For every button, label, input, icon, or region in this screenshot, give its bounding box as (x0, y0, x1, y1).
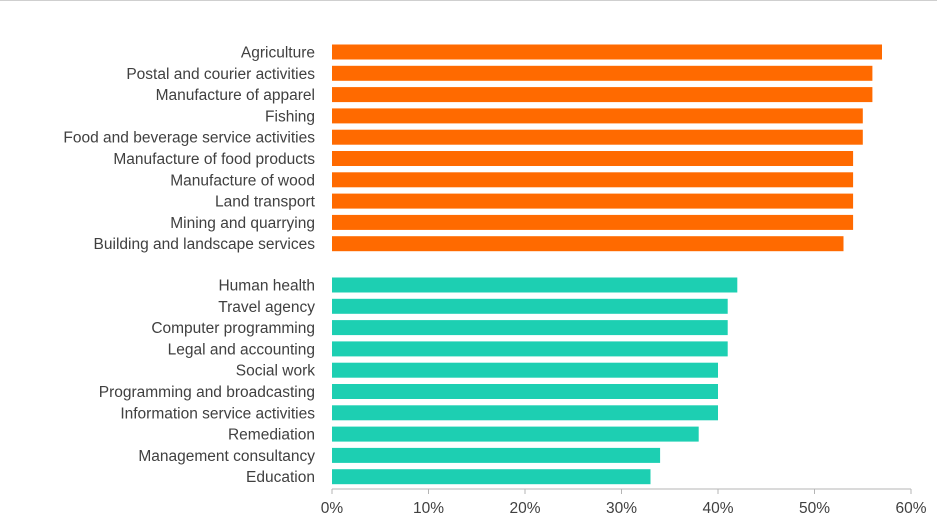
category-label: Building and landscape services (94, 236, 316, 253)
category-label: Agriculture (241, 45, 315, 62)
category-label: Fishing (265, 108, 315, 125)
category-label: Human health (218, 278, 315, 295)
bars-layer (332, 44, 882, 485)
x-tick-label: 60% (895, 500, 926, 517)
category-label: Food and beverage service activities (63, 130, 315, 147)
category-label: Education (246, 469, 315, 486)
bar (332, 65, 873, 81)
bar (332, 172, 854, 188)
category-label: Land transport (215, 194, 316, 211)
category-label: Social work (236, 363, 315, 380)
bar (332, 87, 873, 103)
category-label: Programming and broadcasting (99, 384, 315, 401)
bar (332, 405, 718, 421)
x-tick-label: 0% (321, 500, 344, 517)
category-label: Remediation (228, 427, 315, 444)
bar (332, 447, 661, 463)
x-tick-label: 20% (509, 500, 540, 517)
category-label: Computer programming (151, 320, 315, 337)
category-label: Manufacture of wood (170, 172, 315, 189)
x-tick-label: 10% (413, 500, 444, 517)
category-label: Mining and quarrying (170, 215, 315, 232)
category-label: Information service activities (120, 405, 315, 422)
bar (332, 298, 728, 314)
category-label: Management consultancy (138, 448, 315, 465)
category-label: Travel agency (218, 299, 315, 316)
bar (332, 362, 718, 378)
category-labels: Agriculture Postal and courier activities… (63, 45, 315, 487)
category-label: Manufacture of food products (113, 151, 315, 168)
bar (332, 151, 854, 166)
category-label: Postal and courier activities (126, 66, 315, 83)
bar (332, 108, 863, 124)
top-divider (0, 0, 937, 1)
bar (332, 129, 863, 145)
category-label: Legal and accounting (168, 341, 315, 358)
bar (332, 320, 728, 336)
bar (332, 193, 854, 209)
x-tick-label: 50% (799, 500, 830, 517)
bar (332, 214, 854, 230)
bar (332, 341, 728, 357)
bar (332, 236, 844, 252)
bar (332, 384, 718, 399)
category-label: Manufacture of apparel (156, 87, 315, 104)
bar (332, 426, 699, 442)
bar (332, 469, 651, 485)
bar (332, 44, 882, 60)
bar (332, 277, 738, 293)
x-tick-label: 40% (702, 500, 733, 517)
x-tick-label: 30% (606, 500, 637, 517)
x-axis: 0% 10% 20% 30% 40% 50% 60% (321, 488, 927, 517)
